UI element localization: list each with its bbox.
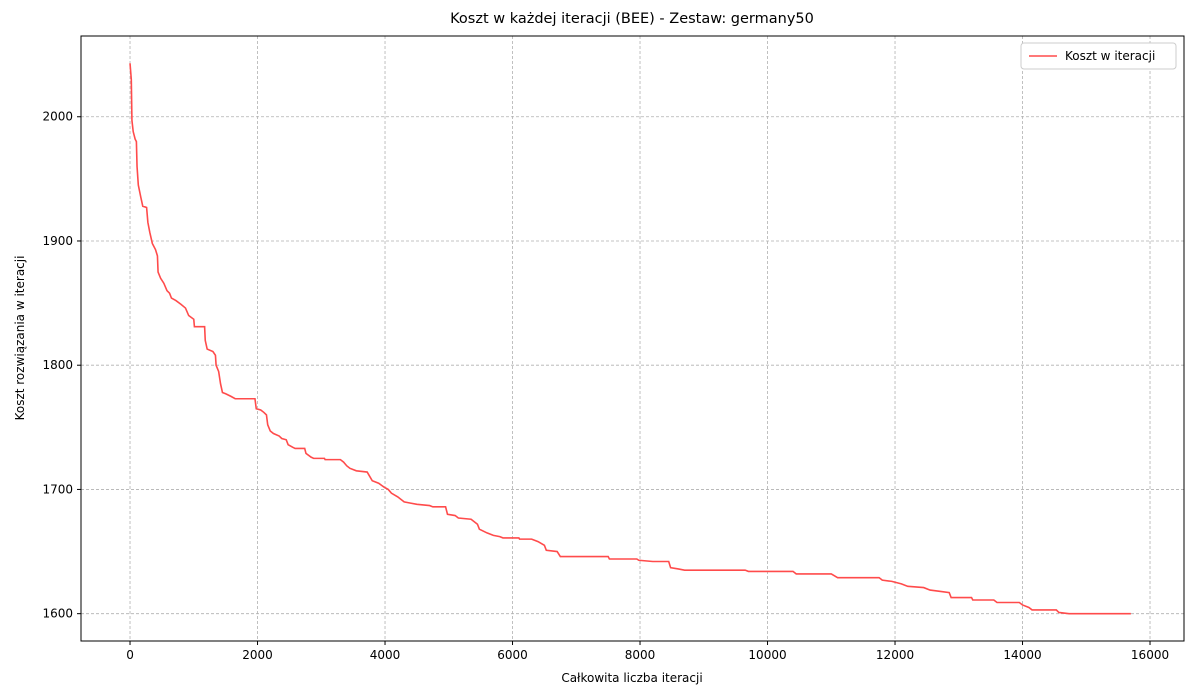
legend-label: Koszt w iteracji bbox=[1065, 49, 1155, 63]
x-tick-label: 0 bbox=[126, 648, 134, 662]
y-tick-label: 1700 bbox=[42, 482, 73, 496]
plot-frame bbox=[80, 35, 1185, 642]
x-tick-label: 14000 bbox=[1003, 648, 1041, 662]
y-tick-label: 2000 bbox=[42, 110, 73, 124]
y-axis-label: Koszt rozwiązania w iteracji bbox=[13, 256, 27, 421]
x-tick-label: 10000 bbox=[748, 648, 786, 662]
series-line bbox=[129, 63, 1131, 615]
y-tick-label: 1800 bbox=[42, 358, 73, 372]
x-tick-label: 6000 bbox=[497, 648, 528, 662]
x-tick-label: 8000 bbox=[625, 648, 656, 662]
y-tick-label: 1900 bbox=[42, 234, 73, 248]
y-tick-label: 1600 bbox=[42, 607, 73, 621]
x-tick-label: 2000 bbox=[242, 648, 273, 662]
chart-title: Koszt w każdej iteracji (BEE) - Zestaw: … bbox=[450, 11, 814, 27]
x-tick-label: 16000 bbox=[1131, 648, 1169, 662]
x-tick-label: 12000 bbox=[876, 648, 914, 662]
x-tick-label: 4000 bbox=[370, 648, 401, 662]
x-axis-label: Całkowita liczba iteracji bbox=[561, 671, 702, 685]
legend-box bbox=[1020, 42, 1177, 70]
